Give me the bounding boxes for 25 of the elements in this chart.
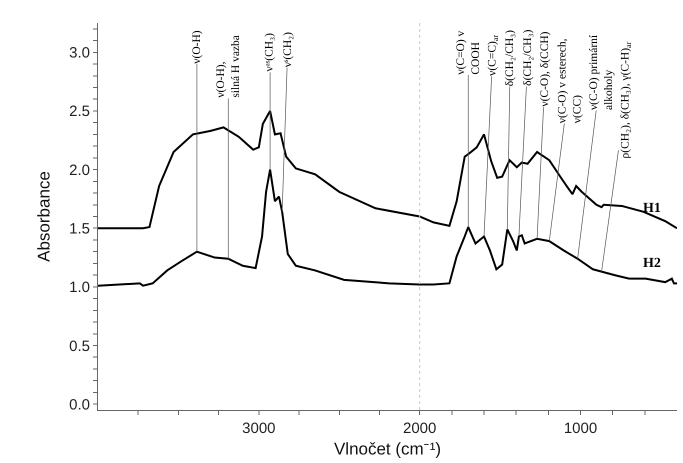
line-series xyxy=(98,168,677,287)
annotation: ν(C-O) v esterech, ν(CC) xyxy=(556,38,584,124)
y-tick-label: 3.0 xyxy=(69,44,90,62)
y-tick-label: 0.5 xyxy=(69,338,90,355)
annotation: δ(CH₂/CH₃) xyxy=(504,30,516,86)
y-tick-label: 1.5 xyxy=(69,220,90,238)
x-tick-label: 2000 xyxy=(402,420,436,437)
x-tick-label: 3000 xyxy=(242,420,276,437)
y-tick-label: 0.0 xyxy=(69,396,90,414)
series-label: H2 xyxy=(643,256,661,271)
y-axis-title: Absorbance xyxy=(34,171,54,262)
y-tick-label: 2.5 xyxy=(69,103,90,120)
annotation: ν(O-H) xyxy=(191,30,204,64)
annotation: νᵃˢ(CH₃) xyxy=(264,32,276,72)
annotation: ν(C-O) primární alkoholy xyxy=(588,34,615,110)
annotation: ν(C-O), δ(CCH) xyxy=(539,31,552,107)
annotation: ν(O-H), silná H vazba xyxy=(214,35,242,98)
y-tick-label: 2.0 xyxy=(69,162,90,179)
annotation: ν(C=O) v COOH xyxy=(454,30,482,75)
x-tick-label: 1000 xyxy=(564,420,598,437)
series-label: H1 xyxy=(643,201,661,216)
y-tick-label: 1.0 xyxy=(69,279,90,296)
annotation: νˢ(CH₂) xyxy=(282,32,294,68)
annotation: δ(CH₂/CH₃) xyxy=(522,29,534,86)
x-axis-title: Vlnočet (cm⁻¹) xyxy=(334,439,442,458)
